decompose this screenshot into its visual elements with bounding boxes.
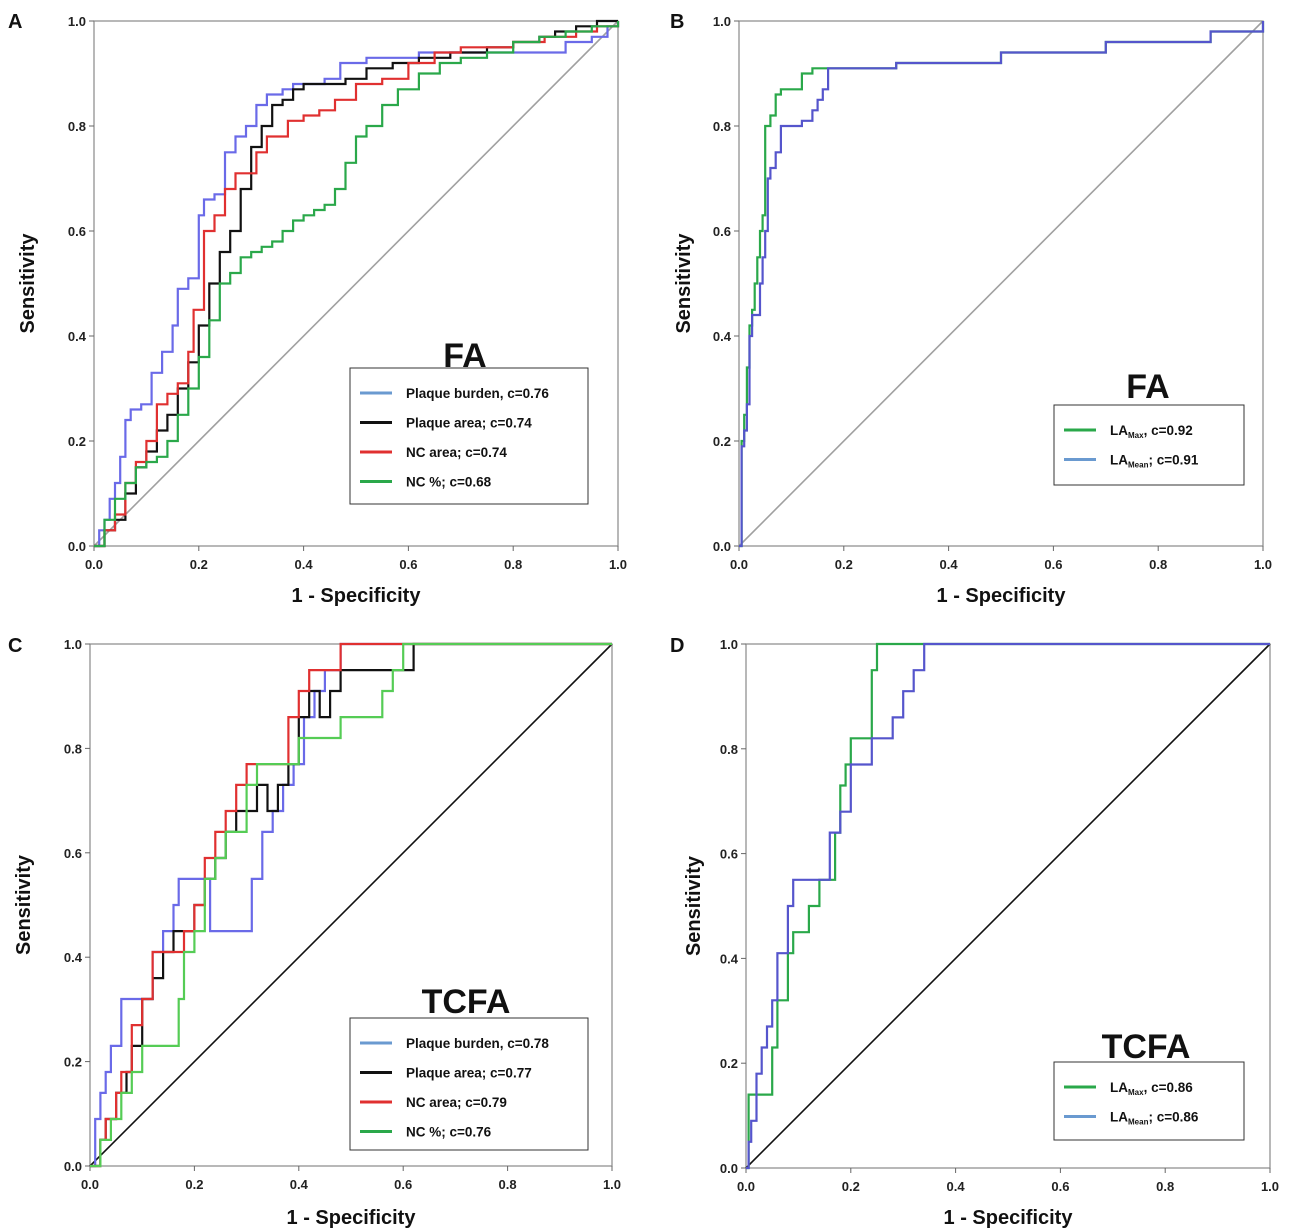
legend: LAMax, c=0.86 LAMean; c=0.86: [1053, 1061, 1245, 1141]
x-tick-label: 0.8: [1149, 557, 1167, 572]
x-tick-label: 0.6: [394, 1177, 412, 1192]
y-tick-label: 0.6: [68, 224, 86, 239]
y-tick-label: 0.4: [64, 950, 83, 965]
roc-series-line: [90, 642, 612, 1168]
x-tick-label: 0.8: [499, 1177, 517, 1192]
x-tick-label: 0.0: [81, 1177, 99, 1192]
y-tick-label: 1.0: [713, 14, 731, 29]
y-tick-label: 0.8: [720, 742, 738, 757]
reference-diagonal: [745, 643, 1271, 1169]
y-tick-label: 0.0: [713, 539, 731, 554]
x-tick-label: 0.6: [1051, 1179, 1069, 1194]
legend-entry: Plaque burden, c=0.76: [406, 386, 549, 401]
roc-series-line: [739, 21, 1265, 548]
legend-entry: NC %; c=0.68: [406, 475, 492, 490]
panel-C: C 0.0 0.0 0.2 0.2 0.4 0.4 0.6 0.6 0.8 0.8 1.0 1.0 1 -…: [8, 635, 621, 1229]
y-tick-label: 0.8: [68, 119, 86, 134]
reference-diagonal: [738, 20, 1264, 547]
panel-D: D 0.0 0.0 0.2 0.2 0.4 0.4 0.6 0.6 0.8 0.8 1.0 1.0 1 -…: [670, 635, 1279, 1229]
y-tick-label: 1.0: [64, 637, 82, 652]
y-tick-label: 1.0: [68, 14, 86, 29]
panel-B: B 0.0 0.0 0.2 0.2 0.4 0.4 0.6 0.6 0.8 0.8 1.0 1.0 1 -…: [670, 11, 1272, 607]
x-tick-label: 0.2: [185, 1177, 203, 1192]
legend-entry: Plaque burden, c=0.78: [406, 1036, 549, 1051]
legend-entry: Plaque area; c=0.77: [406, 1066, 532, 1081]
y-axis-label: Sensitivity: [13, 854, 35, 955]
y-tick-label: 0.4: [68, 329, 87, 344]
chart-title: TCFA: [1102, 1028, 1191, 1066]
legend-entry: LAMax, c=0.92: [1110, 423, 1193, 440]
roc-series-line: [90, 642, 612, 1168]
y-tick-label: 1.0: [720, 637, 738, 652]
y-tick-label: 0.4: [720, 951, 739, 966]
reference-diagonal: [93, 20, 619, 547]
x-tick-label: 0.2: [835, 557, 853, 572]
x-tick-label: 0.6: [1044, 557, 1062, 572]
x-tick-label: 0.2: [190, 557, 208, 572]
panel-letter: B: [670, 11, 684, 33]
x-tick-label: 0.0: [85, 557, 103, 572]
x-axis-label: 1 - Specificity: [287, 1207, 417, 1229]
panel-A: A 0.0 0.0 0.2 0.2 0.4 0.4 0.6 0.6 0.8 0.8 1.0 1.0 1 -…: [8, 11, 627, 607]
y-tick-label: 0.4: [713, 329, 732, 344]
x-axis-label: 1 - Specificity: [292, 585, 422, 607]
x-tick-label: 0.4: [947, 1179, 966, 1194]
legend-entry: LAMean; c=0.91: [1110, 453, 1199, 470]
y-tick-label: 0.6: [713, 224, 731, 239]
x-tick-label: 0.8: [504, 557, 522, 572]
y-tick-label: 0.8: [713, 119, 731, 134]
chart-title: TCFA: [422, 983, 511, 1021]
y-tick-label: 0.8: [64, 741, 82, 756]
x-tick-label: 0.6: [399, 557, 417, 572]
y-axis-label: Sensitivity: [673, 233, 695, 334]
x-tick-label: 0.4: [295, 557, 314, 572]
x-tick-label: 0.0: [730, 557, 748, 572]
x-tick-label: 0.0: [737, 1179, 755, 1194]
chart-title: FA: [1126, 368, 1169, 406]
legend-entry: LAMax, c=0.86: [1110, 1080, 1193, 1097]
panel-letter: C: [8, 635, 22, 657]
y-tick-label: 0.2: [720, 1056, 738, 1071]
y-axis-label: Sensitivity: [683, 855, 705, 956]
roc-series-line: [90, 642, 612, 1168]
legend: Plaque burden, c=0.78 Plaque area; c=0.77…: [349, 1017, 589, 1151]
roc-series-line: [94, 21, 620, 548]
x-axis-label: 1 - Specificity: [944, 1207, 1074, 1229]
x-tick-label: 1.0: [609, 557, 627, 572]
roc-series-line: [746, 642, 1270, 1170]
y-tick-label: 0.0: [720, 1161, 738, 1176]
legend-entry: NC area; c=0.74: [406, 445, 507, 460]
x-tick-label: 0.2: [842, 1179, 860, 1194]
legend-box: [349, 1017, 589, 1151]
panel-letter: A: [8, 11, 22, 33]
x-tick-label: 1.0: [1254, 557, 1272, 572]
y-tick-label: 0.2: [713, 434, 731, 449]
y-tick-label: 0.0: [64, 1159, 82, 1174]
x-tick-label: 1.0: [603, 1177, 621, 1192]
legend: LAMax, c=0.92 LAMean; c=0.91: [1053, 404, 1245, 486]
y-tick-label: 0.0: [68, 539, 86, 554]
roc-series-line: [94, 21, 620, 548]
reference-diagonal: [89, 643, 613, 1167]
x-tick-label: 0.8: [1156, 1179, 1174, 1194]
x-tick-label: 1.0: [1261, 1179, 1279, 1194]
x-tick-label: 0.4: [290, 1177, 309, 1192]
legend-entry: NC %; c=0.76: [406, 1125, 492, 1140]
y-tick-label: 0.2: [64, 1055, 82, 1070]
y-axis-label: Sensitivity: [17, 233, 39, 334]
legend-box: [1053, 1061, 1245, 1141]
y-tick-label: 0.6: [64, 846, 82, 861]
panel-letter: D: [670, 635, 684, 657]
x-axis-label: 1 - Specificity: [937, 585, 1067, 607]
legend: Plaque burden, c=0.76 Plaque area; c=0.74…: [349, 367, 589, 505]
legend-entry: NC area; c=0.79: [406, 1095, 507, 1110]
legend-box: [1053, 404, 1245, 486]
x-tick-label: 0.4: [940, 557, 959, 572]
legend-entry: Plaque area; c=0.74: [406, 416, 532, 431]
legend-entry: LAMean; c=0.86: [1110, 1110, 1199, 1127]
y-tick-label: 0.2: [68, 434, 86, 449]
y-tick-label: 0.6: [720, 847, 738, 862]
